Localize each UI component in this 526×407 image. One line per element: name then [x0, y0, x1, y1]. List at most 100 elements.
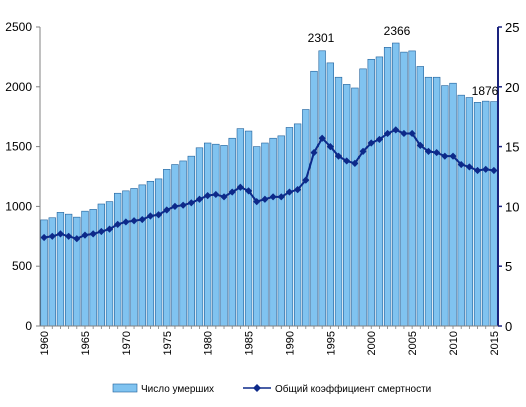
rate-point-2011 [457, 160, 465, 169]
x-tick-label: 1990 [284, 331, 296, 355]
x-tick-label: 1995 [325, 331, 337, 355]
rate-point-1966 [89, 230, 97, 238]
bar-1972 [138, 184, 146, 327]
bar-2001 [375, 56, 384, 327]
rate-point-1991 [294, 186, 302, 194]
rate-point-1992 [302, 176, 310, 184]
rate-point-1975 [163, 206, 171, 214]
bar-1979 [195, 147, 204, 327]
rate-point-2015 [490, 166, 498, 175]
rate-point-1988 [269, 193, 277, 201]
x-tick-label: 2005 [407, 331, 419, 355]
rate-point-1982 [220, 193, 228, 201]
bar-1999 [359, 68, 367, 327]
bar-2015 [490, 101, 498, 327]
bar-1978 [187, 155, 195, 327]
bar-1977 [179, 160, 187, 327]
rate-point-2006 [416, 141, 424, 150]
bar-1976 [171, 164, 179, 327]
bar-1992 [302, 109, 310, 327]
rate-point-1960 [40, 233, 48, 242]
bar-1986 [253, 146, 261, 327]
bar-1995 [326, 62, 334, 327]
left-tick-label: 1500 [5, 140, 32, 154]
x-axis-ticks: 1960 1965 1970 1975 1980 1985 1990 1995 2000 2005… [39, 326, 501, 355]
rate-point-1980 [204, 192, 212, 200]
rate-point-2010 [449, 152, 457, 160]
bar-1962 [56, 212, 65, 327]
left-tick-label: 2500 [5, 20, 32, 34]
bar-2000 [367, 58, 375, 327]
right-tick-label: 15 [505, 140, 519, 155]
left-tick-label: 0 [25, 319, 32, 333]
rate-point-1987 [261, 195, 269, 203]
legend-label-line: Общий коэффициент смертности [275, 383, 431, 395]
bar-2007 [424, 76, 433, 327]
rate-point-2005 [408, 129, 416, 138]
rate-point-1965 [81, 231, 89, 239]
bar-1980 [204, 142, 212, 327]
bar-2005 [408, 50, 416, 327]
rate-point-2002 [383, 129, 392, 138]
bar-2014 [482, 100, 490, 327]
rate-point-2014 [482, 165, 490, 173]
rate-point-2001 [375, 135, 384, 144]
bar-1967 [97, 203, 105, 327]
annotation-peak-1994: 2301 [308, 31, 335, 45]
left-tick-label: 1000 [5, 199, 32, 213]
bar-1964 [73, 216, 81, 327]
right-axis-ticks: 0 5 10 15 20 25 [498, 20, 519, 334]
rate-point-1967 [97, 227, 105, 236]
bar-1969 [114, 192, 122, 327]
bar-1965 [81, 210, 89, 327]
rate-point-1977 [179, 201, 187, 209]
legend-swatch-marker [253, 384, 261, 392]
bar-2003 [392, 42, 400, 327]
bar-1985 [244, 130, 253, 327]
rate-point-1974 [154, 211, 163, 219]
rate-point-1984 [236, 183, 244, 191]
bar-1998 [351, 87, 359, 327]
rate-point-1993 [310, 148, 318, 157]
rate-point-2013 [473, 166, 482, 175]
rate-point-1998 [351, 159, 359, 167]
right-tick-label: 10 [505, 199, 519, 214]
left-tick-label: 500 [12, 259, 32, 273]
rate-point-1964 [73, 235, 81, 243]
bar-2008 [433, 76, 441, 327]
annotation-peak-2003: 2366 [384, 24, 411, 38]
bar-1975 [163, 169, 171, 327]
bar-1973 [146, 180, 155, 327]
right-tick-label: 0 [505, 319, 512, 334]
left-axis-ticks: 0 500 1000 1500 2000 2500 [5, 20, 40, 333]
axes [39, 27, 499, 327]
bar-1984 [236, 128, 245, 327]
legend: Число умерших Общий коэффициент смертнос… [112, 383, 431, 395]
rate-point-1969 [114, 220, 122, 228]
bar-2011 [457, 94, 465, 327]
x-tick-label: 2000 [366, 331, 378, 355]
rate-point-1979 [195, 195, 204, 203]
annotations: 2301 2366 1876 [308, 24, 499, 98]
bar-1974 [154, 178, 163, 327]
right-tick-label: 25 [505, 20, 519, 35]
right-tick-label: 5 [505, 259, 512, 274]
rate-point-1986 [253, 198, 261, 206]
rate-point-1999 [359, 147, 367, 155]
rate-point-2012 [465, 163, 473, 171]
rate-point-1972 [138, 215, 146, 224]
x-tick-label: 1970 [121, 331, 133, 355]
bar-1963 [64, 213, 73, 327]
annotation-last-2015: 1876 [472, 84, 499, 98]
rate-point-1994 [318, 134, 326, 142]
rate-point-1983 [228, 188, 236, 196]
bar-1988 [269, 137, 277, 327]
rate-point-1971 [130, 217, 138, 225]
bar-2004 [400, 51, 408, 327]
rate-point-1968 [105, 225, 114, 233]
rate-point-2009 [441, 152, 449, 160]
bar-1968 [105, 201, 114, 327]
left-tick-label: 2000 [5, 80, 32, 94]
rate-point-1989 [277, 193, 285, 201]
